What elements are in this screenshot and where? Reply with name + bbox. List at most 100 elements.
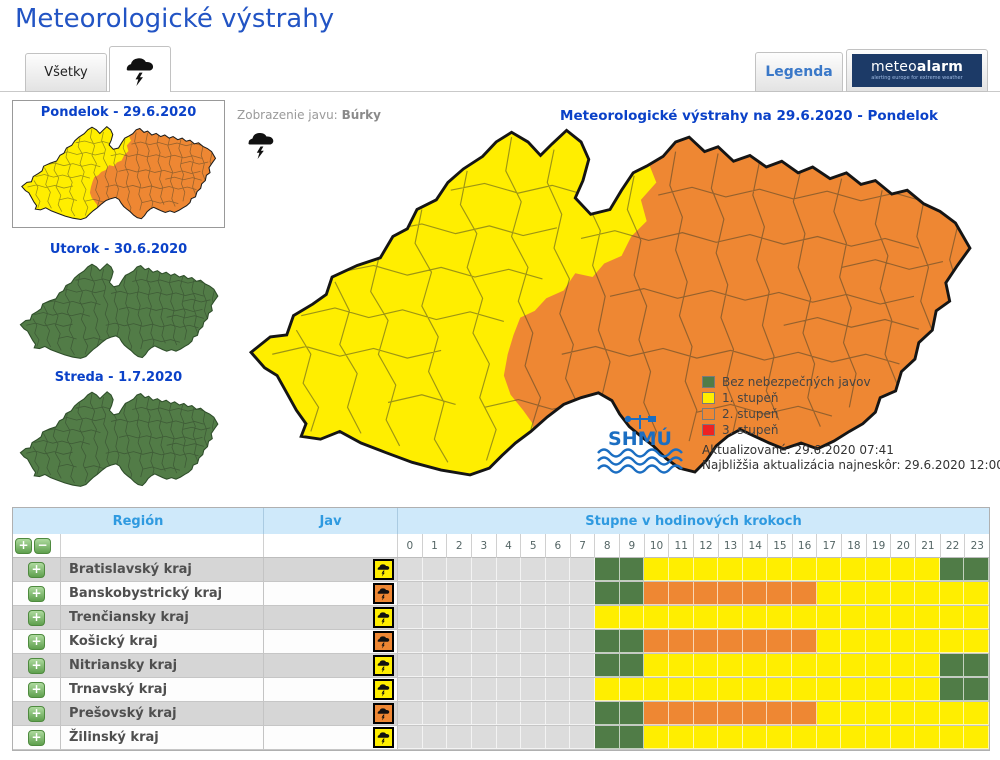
- hour-level-cell: [816, 702, 842, 725]
- hour-level-cell: [447, 558, 472, 581]
- hour-level-cell: [471, 630, 497, 653]
- day-map-wednesday[interactable]: Streda - 1.7.2020: [12, 366, 225, 492]
- hour-level-cell: [398, 630, 423, 653]
- row-expand-button[interactable]: +: [28, 729, 45, 746]
- legend-item: 2. stupeň: [702, 406, 871, 422]
- day-map-monday[interactable]: Pondelok - 29.6.2020: [12, 100, 225, 228]
- hour-level-cell: [398, 654, 423, 677]
- day-map-monday-title: Pondelok - 29.6.2020: [40, 105, 197, 120]
- warnings-table: Región Jav Stupne v hodinových krokoch +…: [12, 507, 990, 751]
- hour-level-cell: [890, 582, 916, 605]
- day-map-tuesday[interactable]: Utorok - 30.6.2020: [12, 238, 225, 364]
- expand-all-button[interactable]: +: [15, 537, 32, 554]
- row-expand-button[interactable]: +: [28, 633, 45, 650]
- hour-level-cell: [570, 654, 595, 677]
- hour-level-cell: [841, 558, 866, 581]
- hour-level-cell: [841, 678, 866, 701]
- hour-level-cell: [570, 702, 595, 725]
- hour-level-cell: [890, 630, 916, 653]
- region-name: Košický kraj: [61, 630, 264, 653]
- hour-level-cell: [693, 582, 719, 605]
- hour-level-cell: [890, 654, 916, 677]
- hour-level-cell: [915, 582, 940, 605]
- hour-level-cell: [767, 582, 792, 605]
- storm-warning-icon[interactable]: [373, 703, 394, 724]
- hour-level-cell: [841, 654, 866, 677]
- hour-level-cell: [964, 678, 989, 701]
- row-expand-button[interactable]: +: [28, 561, 45, 578]
- hour-level-cell: [816, 582, 842, 605]
- region-name: Banskobystrický kraj: [61, 582, 264, 605]
- hour-level-cell: [767, 630, 792, 653]
- hour-level-cell: [619, 654, 645, 677]
- hour-level-cell: [471, 654, 497, 677]
- storm-warning-icon[interactable]: [373, 559, 394, 580]
- meteoalarm-button[interactable]: meteoalarm alerting europe for extreme w…: [846, 49, 988, 92]
- jav-cell: [264, 654, 398, 677]
- hour-level-cell: [718, 678, 743, 701]
- hour-level-cell: [841, 726, 866, 749]
- column-header-jav: Jav: [264, 508, 398, 534]
- hour-level-cell: [644, 678, 669, 701]
- hour-level-cell: [816, 654, 842, 677]
- jav-cell: [264, 606, 398, 629]
- hour-level-cell: [767, 702, 792, 725]
- row-expand-button[interactable]: +: [28, 657, 45, 674]
- tab-storms[interactable]: [109, 46, 171, 92]
- table-row: + Nitriansky kraj: [13, 654, 989, 678]
- hour-level-cell: [816, 726, 842, 749]
- hour-level-cell: [398, 726, 423, 749]
- legend-label: Bez nebezpečných javov: [722, 375, 871, 389]
- hour-level-cell: [422, 726, 448, 749]
- updated-at: Aktualizované: 29.6.2020 07:41: [702, 443, 894, 457]
- hour-level-cell: [595, 582, 620, 605]
- hour-level-cell: [422, 606, 448, 629]
- hour-header-cell: 18: [842, 534, 867, 558]
- jav-cell: [264, 726, 398, 749]
- hour-level-cell: [915, 726, 940, 749]
- hour-header-cell: 13: [719, 534, 744, 558]
- hour-level-cell: [644, 606, 669, 629]
- hour-level-cell: [447, 702, 472, 725]
- hour-level-cell: [447, 582, 472, 605]
- storm-warning-icon[interactable]: [373, 679, 394, 700]
- row-expand-button[interactable]: +: [28, 609, 45, 626]
- hour-level-cell: [447, 630, 472, 653]
- storm-warning-icon[interactable]: [373, 631, 394, 652]
- day-map-monday-map: [21, 126, 216, 221]
- hour-level-cell: [742, 630, 768, 653]
- storm-warning-icon[interactable]: [373, 607, 394, 628]
- hour-level-cell: [570, 726, 595, 749]
- row-expand-button[interactable]: +: [28, 681, 45, 698]
- hour-level-cell: [915, 606, 940, 629]
- hour-level-cell: [496, 726, 522, 749]
- hour-level-cell: [742, 558, 768, 581]
- row-expand-cell: +: [13, 678, 61, 701]
- hour-level-cell: [422, 678, 448, 701]
- hour-level-cell: [816, 678, 842, 701]
- row-expand-button[interactable]: +: [28, 585, 45, 602]
- legend-swatch: [702, 408, 715, 420]
- storm-warning-icon[interactable]: [373, 655, 394, 676]
- legend-button[interactable]: Legenda: [755, 52, 843, 92]
- shmu-logo: SHMÚ: [597, 415, 683, 474]
- hour-level-cell: [841, 630, 866, 653]
- hour-level-cell: [545, 558, 571, 581]
- hour-level-cell: [471, 606, 497, 629]
- hour-header-cell: 17: [817, 534, 843, 558]
- storm-warning-icon[interactable]: [373, 727, 394, 748]
- tab-all-warnings[interactable]: Všetky: [25, 53, 107, 92]
- storm-warning-icon[interactable]: [373, 583, 394, 604]
- collapse-all-button[interactable]: −: [34, 537, 51, 554]
- row-expand-button[interactable]: +: [28, 705, 45, 722]
- hour-level-cell: [816, 630, 842, 653]
- hour-level-cell: [422, 630, 448, 653]
- table-row: + Prešovský kraj: [13, 702, 989, 726]
- hour-level-cell: [792, 654, 817, 677]
- hour-level-cell: [570, 630, 595, 653]
- storm-icon: [376, 610, 391, 625]
- expand-all-cell: + −: [13, 534, 61, 557]
- hour-level-cell: [792, 630, 817, 653]
- jav-cell: [264, 630, 398, 653]
